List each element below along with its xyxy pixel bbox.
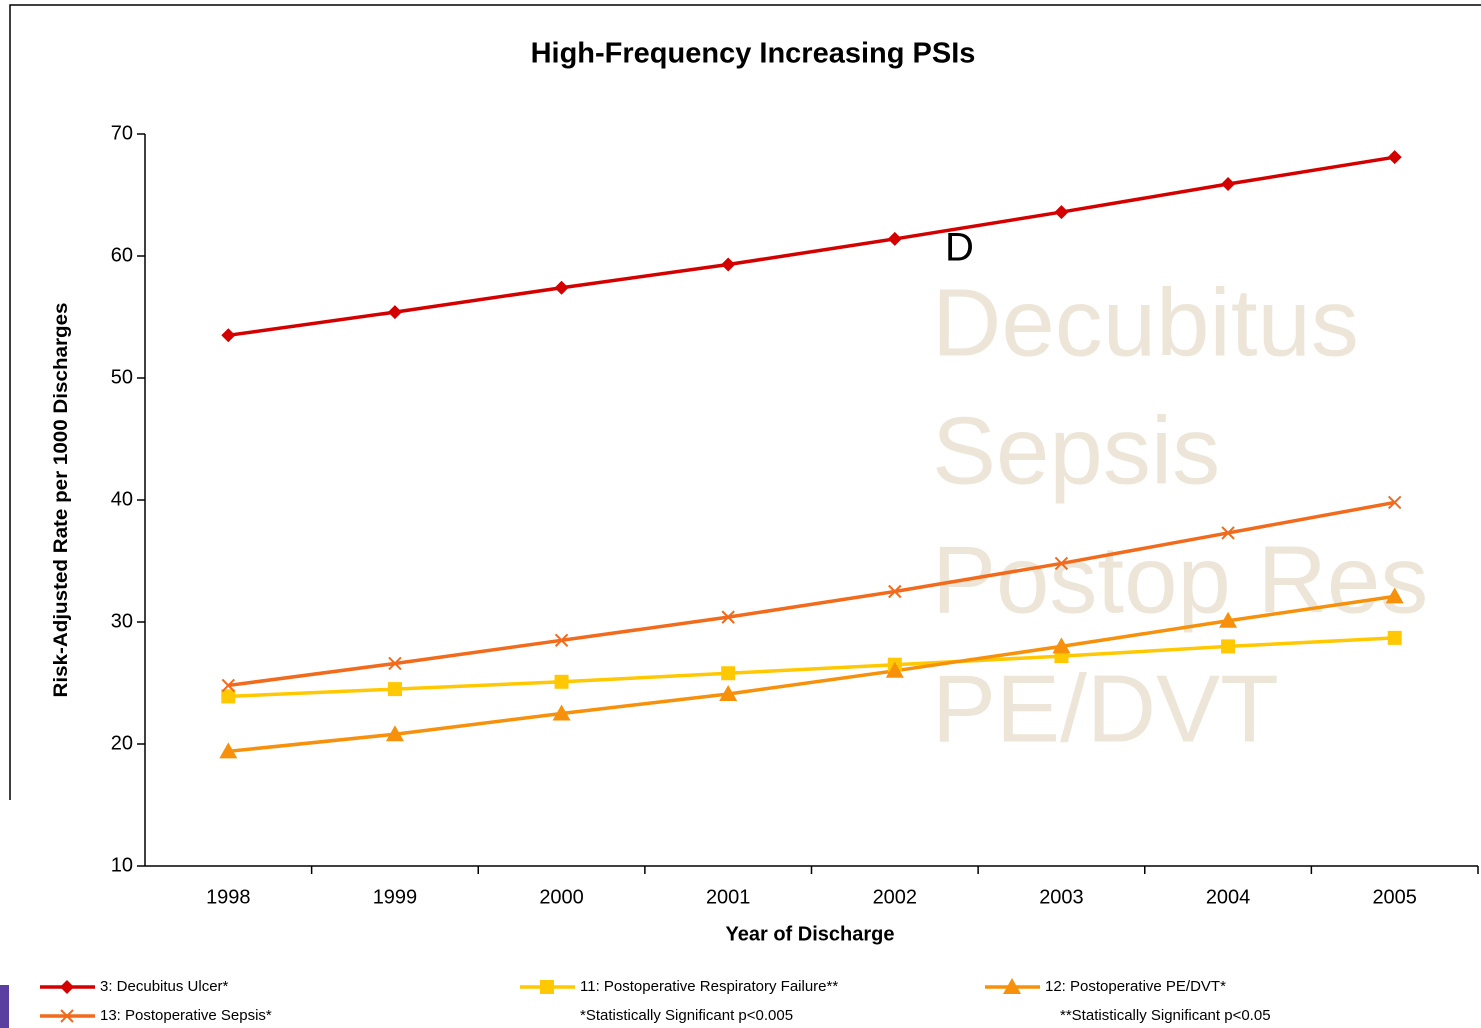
series-line [228, 155, 1395, 338]
marker [1385, 587, 1404, 604]
marker [221, 678, 236, 693]
marker [552, 704, 571, 721]
marker [387, 682, 402, 697]
marker [1387, 150, 1402, 165]
marker [221, 689, 236, 704]
marker [385, 725, 404, 742]
y-tick-label: 10 [111, 854, 133, 876]
marker [1054, 556, 1069, 571]
x-tick-label: 2002 [873, 886, 918, 908]
series-line [228, 636, 1395, 699]
x-tick-label: 1998 [206, 886, 251, 908]
marker [1052, 637, 1071, 654]
legend-marker [60, 980, 74, 994]
marker [554, 280, 569, 295]
marker [721, 257, 736, 272]
legend-label: 3: Decubitus Ulcer* [100, 978, 229, 995]
x-tick-label: 2003 [1039, 886, 1084, 908]
series-line [228, 594, 1395, 754]
x-tick-label: 2001 [706, 886, 751, 908]
marker [888, 584, 902, 599]
marker [721, 610, 735, 624]
x-axis-label: Year of Discharge [726, 923, 895, 945]
marker [885, 661, 904, 678]
marker [387, 305, 402, 320]
annotation: D [945, 226, 974, 270]
marker [1219, 611, 1238, 628]
annotation: Decubitus [932, 269, 1359, 376]
x-tick-label: 2004 [1206, 886, 1251, 908]
chart-frame [9, 4, 1481, 800]
series-line [228, 500, 1396, 688]
y-tick-label: 30 [111, 610, 133, 632]
legend-label: 12: Postoperative PE/DVT* [1045, 978, 1226, 995]
x-tick-label: 2000 [539, 886, 584, 908]
legend-label: 13: Postoperative Sepsis* [100, 1007, 272, 1024]
footnote: *Statistically Significant p<0.005 [580, 1007, 793, 1024]
marker [1221, 526, 1235, 540]
annotation: Sepsis [932, 397, 1220, 504]
logo-fragment [0, 985, 9, 1028]
legend-marker [1003, 978, 1021, 994]
annotation: PE/DVT [932, 655, 1279, 762]
marker [887, 231, 902, 246]
marker [1221, 177, 1236, 192]
y-tick-label: 40 [111, 488, 133, 510]
y-tick-label: 20 [111, 732, 133, 754]
footnote: **Statistically Significant p<0.05 [1060, 1007, 1271, 1024]
y-tick-label: 70 [111, 122, 133, 144]
marker [719, 684, 738, 701]
legend-label: 11: Postoperative Respiratory Failure** [580, 978, 838, 995]
marker [554, 633, 569, 648]
annotation: Postop Res [932, 526, 1428, 633]
y-axis-label: Risk-Adjusted Rate per 1000 Discharges [51, 303, 72, 698]
marker [1387, 630, 1402, 645]
marker [554, 674, 569, 689]
marker [221, 328, 236, 343]
legend-marker [60, 1009, 74, 1023]
marker [1387, 495, 1402, 510]
y-tick-label: 50 [111, 366, 133, 388]
y-tick-label: 60 [111, 244, 133, 266]
marker [721, 666, 736, 681]
legend-marker [540, 980, 554, 994]
marker [1054, 205, 1069, 220]
x-tick-label: 2005 [1372, 886, 1417, 908]
marker [388, 656, 402, 671]
chart-title: High-Frequency Increasing PSIs [531, 38, 976, 70]
x-tick-label: 1999 [373, 886, 418, 908]
marker [1221, 639, 1236, 654]
marker [219, 742, 238, 759]
